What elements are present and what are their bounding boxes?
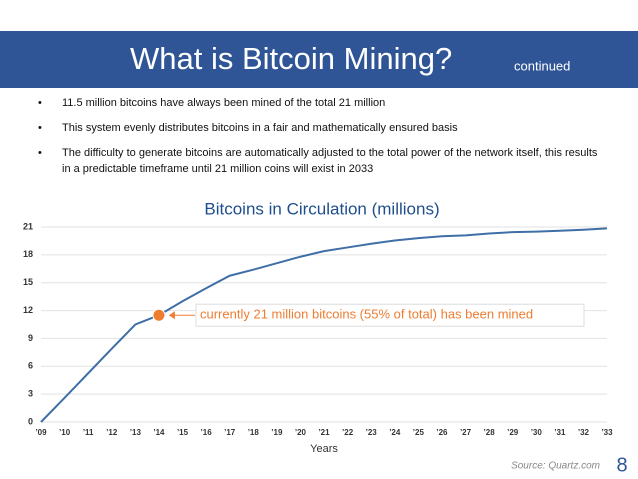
x-tick-label: ’10	[59, 428, 71, 437]
bullet-list: • 11.5 million bitcoins have always been …	[38, 95, 598, 186]
x-tick-label: ’09	[35, 428, 47, 437]
source: Source: Quartz.com	[511, 461, 600, 472]
y-tick-label: 18	[23, 249, 33, 259]
chart-title: Bitcoins in Circulation (millions)	[204, 199, 439, 218]
x-tick-label: ’19	[271, 428, 283, 437]
highlight-marker	[152, 308, 166, 322]
page-number: 8	[616, 454, 627, 476]
y-tick-label: 21	[23, 221, 33, 231]
bullet-text: 11.5 million bitcoins have always been m…	[62, 97, 386, 109]
annotation: currently 21 million bitcoins (55% of to…	[200, 307, 533, 322]
arrow-head	[168, 311, 175, 320]
x-tick-label: ’20	[295, 428, 307, 437]
x-tick-label: ’26	[436, 428, 448, 437]
slide-title: What is Bitcoin Mining?	[130, 41, 452, 76]
x-tick-label: ’11	[83, 428, 94, 437]
x-tick-label: ’22	[342, 428, 354, 437]
y-tick-label: 12	[23, 305, 33, 315]
x-tick-label: ’31	[554, 428, 566, 437]
x-tick-label: ’23	[366, 428, 378, 437]
x-tick-label: ’14	[153, 428, 165, 437]
x-tick-label: ’17	[224, 428, 236, 437]
x-tick-label: ’33	[601, 428, 613, 437]
x-tick-label: ’30	[531, 428, 543, 437]
line	[40, 227, 608, 423]
x-tick-label: ’16	[201, 428, 213, 437]
bullet-text: The difficulty to generate bitcoins are …	[62, 147, 598, 175]
x-tick-label: ’32	[578, 428, 590, 437]
annotation-box	[195, 303, 585, 327]
y-tick-label: 15	[23, 277, 33, 287]
x-tick-label: ’24	[389, 428, 401, 437]
bullet: • 11.5 million bitcoins have always been …	[38, 97, 386, 109]
x-tick-label: ’29	[507, 428, 519, 437]
y-tick-label: 0	[28, 416, 33, 426]
x-tick-label: ’25	[413, 428, 425, 437]
x-tick-label: ’12	[106, 428, 118, 437]
x-tick-label: ’18	[248, 428, 260, 437]
bullet: • The difficulty to generate bitcoins are…	[38, 147, 598, 175]
x-tick-label: ’28	[484, 428, 496, 437]
y-tick-label: 9	[28, 333, 33, 343]
header-bar	[0, 31, 638, 88]
x-tick-label: ’13	[130, 428, 142, 437]
bullet-text: This system evenly distributes bitcoins …	[62, 122, 458, 134]
bullet: • This system evenly distributes bitcoins…	[38, 122, 458, 134]
x-tick-label: ’27	[460, 428, 472, 437]
x-axis-label: Years	[310, 443, 338, 455]
slide-subtitle: continued	[514, 58, 570, 73]
y-tick-label: 3	[28, 389, 33, 399]
x-tick-label: ’21	[318, 428, 330, 437]
x-tick-label: ’15	[177, 428, 189, 437]
y-tick-label: 6	[28, 361, 33, 371]
